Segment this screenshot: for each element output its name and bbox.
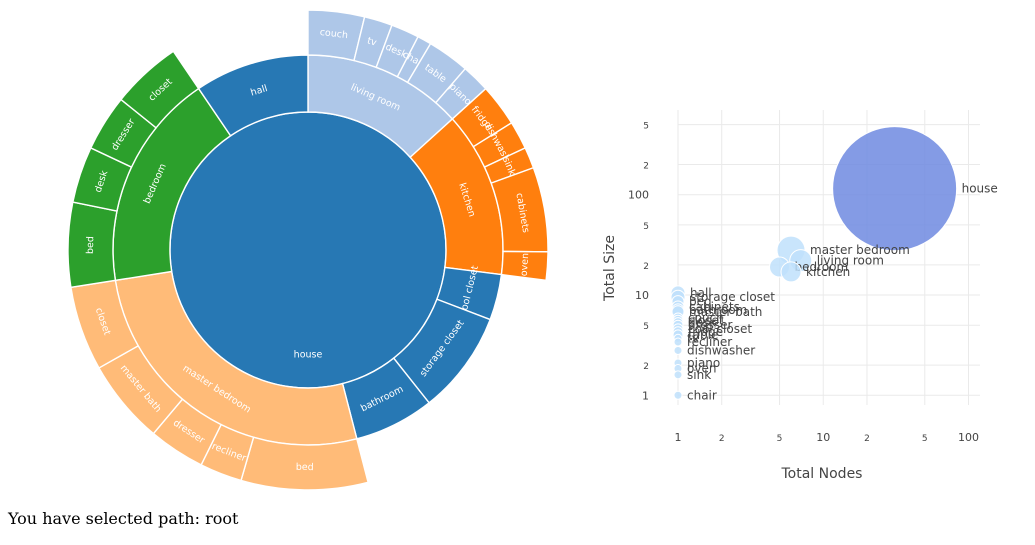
x-tick-label: 10 <box>816 431 830 444</box>
bubble-kitchen[interactable] <box>780 261 802 283</box>
bubble-label: piano <box>687 356 720 370</box>
y-tick-label: 5 <box>643 322 649 332</box>
x-tick-label: 5 <box>777 434 783 444</box>
bubble-label: table <box>688 328 718 342</box>
bubble-label: dresser <box>688 318 733 332</box>
bubble-label: oven <box>687 361 716 375</box>
bubble-label: storage closet <box>690 290 775 304</box>
bubble-chair[interactable] <box>673 390 683 400</box>
x-tick-label: 1 <box>675 431 682 444</box>
segment-oven[interactable] <box>500 250 549 282</box>
bubble-label: living room <box>817 254 884 268</box>
y-tick-label: 2 <box>643 162 649 172</box>
bubble-label: bed <box>689 295 712 309</box>
bubble-house[interactable] <box>832 126 958 252</box>
y-axis-title: Total Size <box>602 235 618 302</box>
bubble-label: cool closet <box>688 322 752 336</box>
bubble-label: tv <box>687 331 699 345</box>
bubble-label: recliner <box>687 335 732 349</box>
y-tick-label: 1 <box>642 389 649 402</box>
y-tick-label: 2 <box>643 262 649 272</box>
bubble-label: master bath <box>689 305 762 319</box>
x-tick-label: 5 <box>922 434 928 444</box>
y-tick-label: 2 <box>643 362 649 372</box>
segment-bed[interactable] <box>240 436 369 491</box>
x-tick-label: 2 <box>864 434 870 444</box>
bubble-label: dishwasher <box>687 343 755 357</box>
bubble-chart: 1 2 5 10 2 5 100 1 2 5 10 2 5 100 2 5 house master bedro… <box>602 110 998 482</box>
y-tick-label: 100 <box>628 189 649 202</box>
bubble-label: closet <box>688 313 724 327</box>
segment-closet[interactable] <box>120 50 200 129</box>
x-tick-label: 100 <box>958 431 979 444</box>
bubble-label: bathroom <box>689 303 747 317</box>
bubble-label: desk <box>688 316 716 330</box>
x-tick-label: 2 <box>719 434 725 444</box>
segment-bed[interactable] <box>67 201 118 289</box>
y-tick-label: 5 <box>643 122 649 132</box>
y-tick-label: 10 <box>635 289 649 302</box>
bubble-label: hall <box>690 286 712 300</box>
segment-house[interactable] <box>169 111 447 389</box>
segment-hall[interactable] <box>197 54 309 137</box>
bubble-recliner[interactable] <box>673 337 683 347</box>
bubble-label: chair <box>687 388 717 402</box>
bubble-sink[interactable] <box>673 370 683 380</box>
bubble-label: kitchen <box>806 265 850 279</box>
bubble-label: bedroom <box>795 260 849 274</box>
bubble-label: master bedroom <box>810 243 910 257</box>
bubble-label: sink <box>687 368 711 382</box>
bubble-dishwasher[interactable] <box>673 345 683 355</box>
tick-labels: 1 2 5 10 2 5 100 1 2 5 10 2 5 100 2 5 <box>628 122 979 444</box>
bubble-label: fridge <box>688 325 723 339</box>
x-axis-title: Total Nodes <box>781 466 863 482</box>
selection-status: You have selected path: root <box>8 509 239 528</box>
bubble-label: cabinets <box>689 300 740 314</box>
bubble-label: house <box>962 182 998 196</box>
bubble-label: couch <box>688 311 724 325</box>
y-tick-label: 5 <box>643 222 649 232</box>
